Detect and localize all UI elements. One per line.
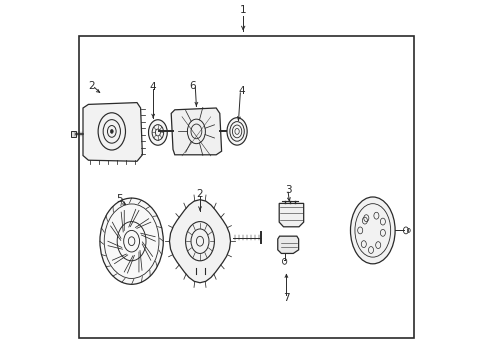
Text: 3: 3 xyxy=(285,185,292,195)
Polygon shape xyxy=(83,103,143,161)
Text: 2: 2 xyxy=(196,189,203,199)
Text: 5: 5 xyxy=(116,194,122,204)
Ellipse shape xyxy=(148,120,167,145)
Polygon shape xyxy=(278,236,298,253)
Bar xyxy=(71,131,76,137)
Bar xyxy=(79,36,414,338)
Text: 1: 1 xyxy=(240,5,246,15)
Polygon shape xyxy=(170,200,230,283)
Text: 4: 4 xyxy=(238,86,245,96)
Text: 2: 2 xyxy=(89,81,96,91)
Polygon shape xyxy=(171,108,221,155)
Text: 4: 4 xyxy=(150,82,156,92)
Polygon shape xyxy=(279,203,304,227)
Ellipse shape xyxy=(350,197,395,264)
Bar xyxy=(232,127,235,136)
Ellipse shape xyxy=(100,198,163,284)
Ellipse shape xyxy=(227,118,247,145)
Text: 6: 6 xyxy=(190,81,196,91)
Text: 7: 7 xyxy=(283,293,290,303)
Ellipse shape xyxy=(110,130,113,133)
